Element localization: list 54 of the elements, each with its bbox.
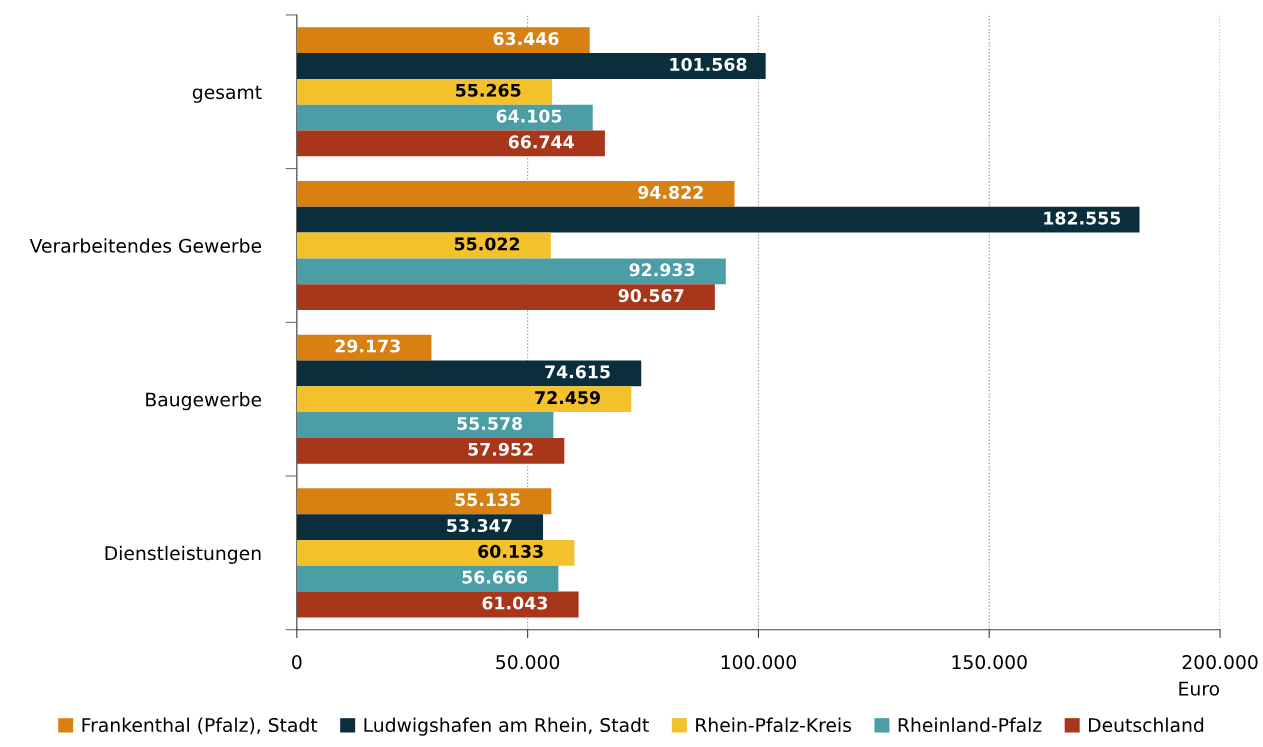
- data-label: 63.446: [493, 32, 559, 46]
- bar: [296, 53, 766, 79]
- y-tick-label: Verarbeitendes Gewerbe: [29, 238, 262, 253]
- data-label: 55.022: [454, 237, 520, 251]
- bar: [296, 539, 575, 566]
- bar: [296, 284, 715, 311]
- y-tick-label: Baugewerbe: [146, 392, 262, 411]
- data-label: 64.105: [496, 109, 562, 123]
- y-tick-label: gesamt: [192, 85, 262, 103]
- data-label: 29.173: [335, 339, 400, 353]
- legend-label: Ludwigshafen am Rhein, Stadt: [364, 717, 649, 736]
- bar: [296, 437, 565, 464]
- data-label: 60.133: [478, 544, 543, 558]
- data-label: 53.347: [447, 518, 512, 533]
- bar: [296, 386, 632, 413]
- bar: [296, 514, 544, 540]
- data-label: 57.952: [468, 442, 533, 456]
- bar: [296, 104, 593, 131]
- data-label: 56.666: [462, 570, 528, 584]
- x-tick-label: 200.000: [1182, 655, 1258, 670]
- legend-label: Frankenthal (Pfalz), Stadt: [82, 717, 318, 735]
- legend-label: Deutschland: [1089, 717, 1204, 733]
- bar: [296, 78, 552, 105]
- bar: [296, 130, 605, 157]
- data-label: 94.822: [638, 185, 703, 199]
- data-label: 90.567: [618, 289, 684, 303]
- bar: [296, 591, 579, 618]
- bar: [296, 180, 735, 207]
- bar: [296, 412, 554, 438]
- bar: [296, 232, 551, 259]
- data-label: 101.568: [670, 57, 747, 71]
- data-label: 92.933: [629, 263, 695, 277]
- x-axis-title: Euro: [1179, 681, 1220, 696]
- bar: [296, 565, 559, 592]
- data-label: 55.135: [455, 493, 520, 507]
- data-label: 66.744: [508, 135, 574, 149]
- legend-label: Rhein-Pfalz-Kreis: [696, 717, 852, 733]
- x-tick-label: 150.000: [952, 655, 1027, 670]
- bar: [296, 258, 726, 285]
- bar: [296, 488, 552, 515]
- bar: [296, 360, 642, 387]
- data-label: 182.555: [1044, 211, 1121, 225]
- bar: [296, 206, 1140, 233]
- data-label: 72.459: [535, 391, 600, 405]
- data-label: 61.043: [482, 596, 547, 610]
- data-label: 55.578: [457, 416, 523, 431]
- x-tick-label: 50.000: [496, 655, 560, 670]
- data-label: 74.615: [545, 365, 610, 379]
- legend-label: Rheinland-Pfalz: [898, 717, 1042, 733]
- data-label: 55.265: [456, 83, 521, 97]
- bar: [296, 27, 590, 54]
- x-tick-label: 100.000: [721, 655, 796, 670]
- y-tick-label: Dienstleistungen: [105, 545, 261, 564]
- x-tick-label: 0: [292, 655, 302, 670]
